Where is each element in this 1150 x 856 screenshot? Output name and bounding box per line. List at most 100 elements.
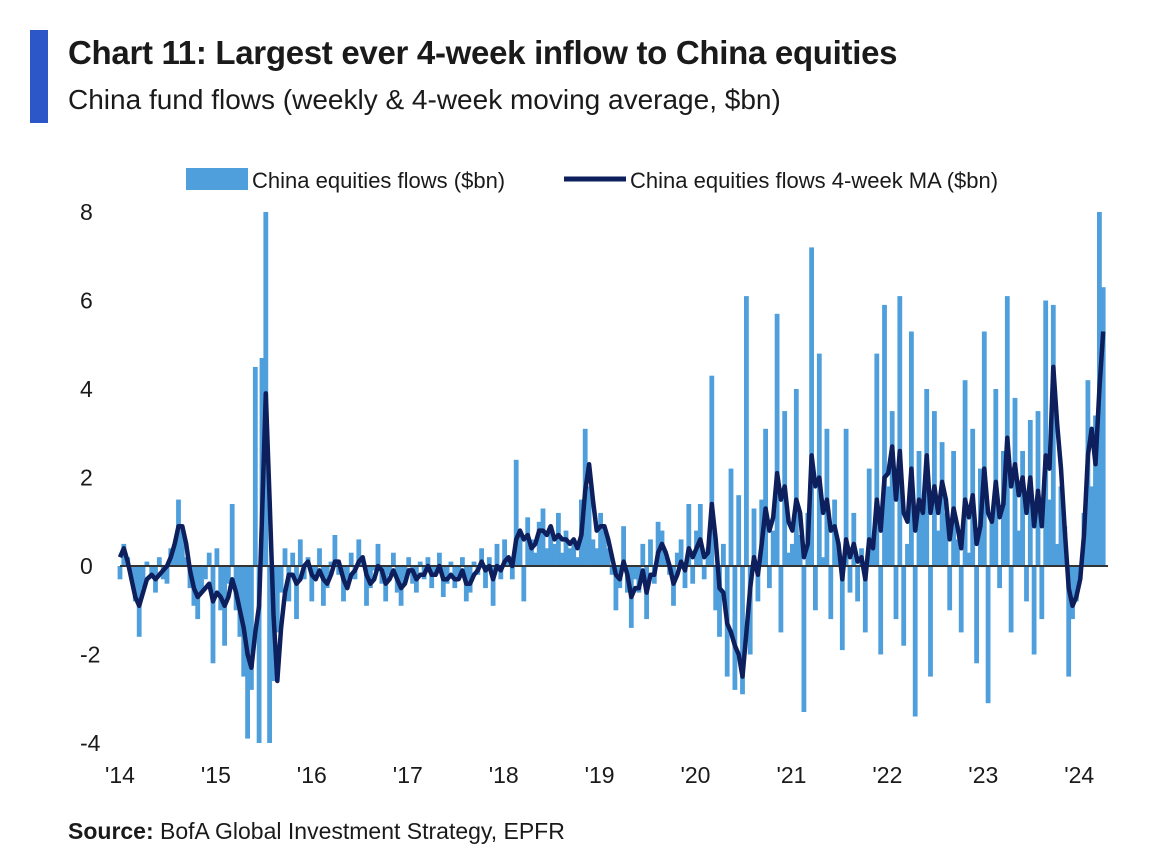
bar-129 <box>613 566 619 611</box>
bar-235 <box>1020 451 1025 566</box>
bar-46 <box>294 566 299 620</box>
bar-191 <box>851 512 857 566</box>
bar-204 <box>901 566 907 646</box>
bar-107 <box>529 539 534 566</box>
bar-227 <box>989 521 995 567</box>
x-tick-label: '22 <box>872 762 902 788</box>
bar-236 <box>1024 566 1029 602</box>
bar-180 <box>809 247 814 566</box>
bar-152 <box>701 566 707 580</box>
bar-198 <box>878 566 884 655</box>
bar-97 <box>490 566 496 606</box>
bar-181 <box>813 566 818 611</box>
bar-205 <box>905 543 910 566</box>
bar-34 <box>249 566 254 690</box>
bar-75 <box>406 557 412 566</box>
bar-215 <box>943 512 949 566</box>
bar-23 <box>206 552 212 566</box>
bar-78 <box>417 561 423 566</box>
x-tick-label: '19 <box>585 762 615 788</box>
bar-25 <box>214 548 220 566</box>
bar-127 <box>605 548 611 566</box>
source-label: Source: <box>68 818 154 844</box>
bar-16 <box>179 530 185 566</box>
bar-203 <box>897 296 903 566</box>
bar-81 <box>429 566 435 589</box>
bar-206 <box>909 331 914 566</box>
bar-123 <box>590 539 596 566</box>
bar-231 <box>1004 296 1010 566</box>
bar-114 <box>556 512 561 566</box>
bar-216 <box>947 566 953 611</box>
bar-247 <box>1066 566 1072 677</box>
y-tick-label: 8 <box>80 199 93 225</box>
chart-title: Chart 11: Largest ever 4-week inflow to … <box>68 34 898 71</box>
bar-88 <box>456 566 461 580</box>
bar-131 <box>621 526 626 566</box>
bar-36 <box>256 566 262 743</box>
bar-172 <box>778 566 784 633</box>
bar-166 <box>755 566 761 602</box>
bar-41 <box>274 566 280 633</box>
x-tick-label: '24 <box>1064 762 1094 788</box>
bar-45 <box>290 552 296 566</box>
bar-218 <box>955 539 960 566</box>
chart-subtitle: China fund flows (weekly & 4-week moving… <box>68 84 781 115</box>
bar-47 <box>297 539 303 566</box>
bar-105 <box>521 566 527 602</box>
bar-59 <box>344 566 350 584</box>
bar-194 <box>862 566 868 633</box>
bar-83 <box>437 552 442 566</box>
bar-119 <box>575 557 580 566</box>
bar-67 <box>375 543 381 566</box>
bar-214 <box>939 442 945 566</box>
y-tick-label: -2 <box>80 642 100 668</box>
bar-241 <box>1043 300 1049 566</box>
bar-201 <box>889 411 895 566</box>
bar-17 <box>183 557 189 566</box>
x-tick-label: '17 <box>393 762 423 788</box>
legend-bar-label: China equities flows ($bn) <box>252 168 505 193</box>
bar-65 <box>368 566 373 589</box>
ma-line <box>117 331 1106 684</box>
y-tick-label: 4 <box>80 376 93 402</box>
bar-92 <box>471 561 477 566</box>
bar-244 <box>1054 543 1060 566</box>
bar-0 <box>117 566 123 580</box>
bar-238 <box>1031 566 1037 655</box>
bar-66 <box>371 566 377 571</box>
bar-116 <box>563 530 569 566</box>
bar-220 <box>962 380 968 566</box>
bar-189 <box>843 428 849 566</box>
bar-221 <box>966 552 972 566</box>
bar-242 <box>1047 499 1052 566</box>
bar-52 <box>317 548 322 566</box>
bar-153 <box>705 548 711 566</box>
bar-156 <box>717 566 722 637</box>
bar-202 <box>893 566 899 620</box>
bar-223 <box>974 566 979 664</box>
bar-99 <box>498 566 504 580</box>
bar-226 <box>985 566 991 704</box>
x-tick-label: '20 <box>681 762 711 788</box>
bar-124 <box>594 548 600 566</box>
legend-bar-swatch <box>186 168 248 190</box>
bar-136 <box>640 543 646 566</box>
bar-200 <box>885 486 891 566</box>
y-tick-label: 2 <box>80 465 93 491</box>
bar-100 <box>502 539 507 566</box>
bar-62 <box>356 539 362 566</box>
bar-142 <box>663 557 669 566</box>
source-text: BofA Global Investment Strategy, EPFR <box>160 818 565 844</box>
bar-185 <box>828 566 834 620</box>
bar-12 <box>164 566 170 584</box>
x-tick-label: '18 <box>489 762 519 788</box>
bar-192 <box>855 566 860 602</box>
bar-29 <box>229 504 235 566</box>
bar-6 <box>140 566 146 589</box>
bar-series <box>117 212 1106 743</box>
bar-51 <box>313 566 319 580</box>
bar-178 <box>801 566 807 712</box>
bar-209 <box>920 499 926 566</box>
bar-171 <box>774 313 780 566</box>
